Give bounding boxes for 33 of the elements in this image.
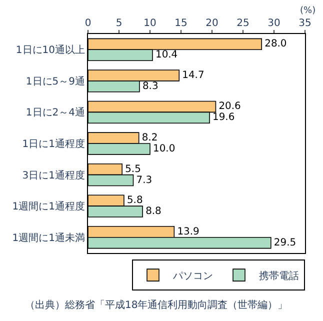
data-label: 5.8 [126,195,143,206]
x-tick-label: 25 [236,18,250,29]
y-tick-label: 1日に10通以上 [16,44,85,56]
x-tick-label: 20 [206,18,218,29]
data-label: 8.2 [142,132,158,144]
y-tick-label: 1日に5～9通 [26,75,85,88]
data-label: 5.5 [125,164,141,175]
x-tick-label: 10 [144,18,156,29]
x-axis-title: (%) [300,6,316,16]
x-tick-label: 35 [298,18,312,29]
y-tick-label: 1日に1通程度 [22,138,85,150]
data-label: 20.6 [218,101,241,112]
data-label: 8.3 [142,80,158,92]
y-tick-label: 1週間に1通未満 [12,232,85,244]
y-tick-label: 1日に2～4通 [26,106,85,119]
data-label: 29.5 [274,237,296,248]
y-tick-label: 3日に1通程度 [22,169,85,182]
data-label: 10.0 [153,143,176,154]
x-tick-label: 0 [84,18,92,29]
x-tick-label: 30 [268,18,280,29]
x-tick-label: 5 [116,18,122,29]
data-label: 28.0 [264,38,287,50]
legend-label: パソコン [172,270,213,282]
data-label: 8.8 [146,206,162,218]
data-label: 14.7 [182,70,204,81]
legend-label: 携帯電話 [259,270,299,282]
x-tick-label: 15 [174,18,188,29]
data-label: 7.3 [136,174,152,186]
data-label: 13.9 [177,226,200,238]
data-label: 19.6 [212,112,235,124]
text: （出典）総務省「平成18年通信利用動向調査（世帯編）」 [25,299,288,311]
y-tick-label: 1週間に1通程度 [12,200,85,213]
data-label: 10.4 [155,50,178,61]
